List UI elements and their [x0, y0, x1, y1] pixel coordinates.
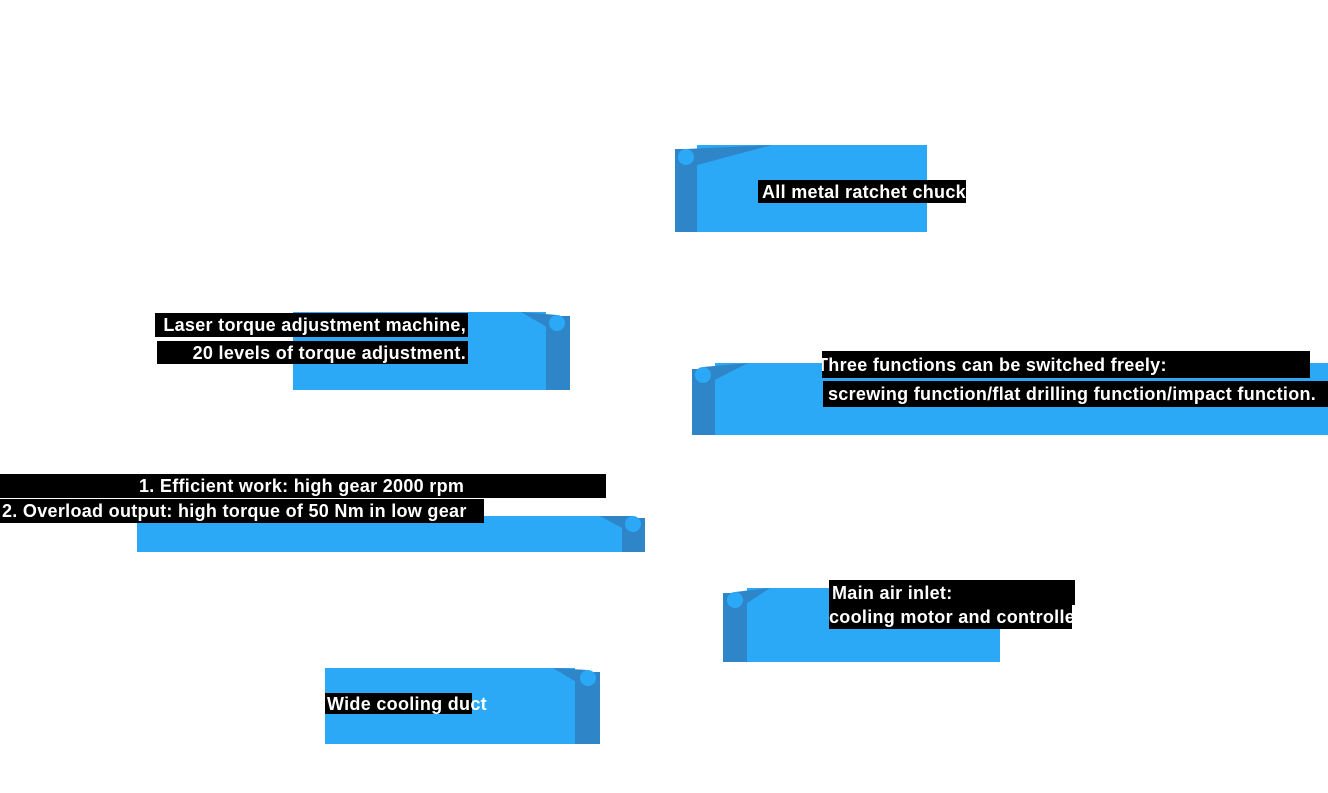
anchor-dot-icon	[549, 315, 565, 331]
label-text: cooling motor and controller	[829, 607, 1072, 627]
label-text: 20 levels of torque adjustment.	[192, 342, 466, 363]
label-strip-three-functions-line1: Three functions can be switched freely:	[822, 351, 1310, 378]
accent-bar	[692, 369, 715, 435]
label-text: 1. Efficient work: high gear 2000 rpm	[139, 476, 465, 496]
anchor-dot-icon	[625, 516, 641, 532]
label-text: Main air inlet:	[832, 582, 953, 603]
label-strip-gear-performance-line2: 2. Overload output: high torque of 50 Nm…	[0, 499, 484, 523]
label-text: Wide cooling duct	[327, 693, 487, 714]
anchor-dot-icon	[727, 592, 743, 608]
label-strip-all-metal-ratchet-chuck: All metal ratchet chuck	[758, 180, 966, 203]
accent-bar	[675, 149, 697, 232]
label-strip-three-functions-line2: screwing function/flat drilling function…	[823, 381, 1328, 407]
label-strip-main-air-inlet-line1: Main air inlet:	[829, 580, 1075, 605]
label-text: screwing function/flat drilling function…	[828, 384, 1317, 404]
anchor-dot-icon	[580, 670, 596, 686]
label-text: Three functions can be switched freely:	[822, 354, 1167, 375]
label-text: Laser torque adjustment machine,	[163, 315, 466, 335]
callout-panel-wide-cooling-duct	[325, 668, 600, 744]
label-strip-laser-torque-line2: 20 levels of torque adjustment.	[157, 341, 468, 364]
anchor-dot-icon	[695, 367, 711, 383]
corner-fold	[686, 145, 772, 168]
label-strip-gear-performance-line1: 1. Efficient work: high gear 2000 rpm	[0, 474, 606, 498]
anchor-dot-icon	[678, 149, 694, 165]
label-strip-laser-torque-line1: Laser torque adjustment machine,	[155, 313, 468, 337]
label-strip-main-air-inlet-line2: cooling motor and controller	[829, 605, 1072, 629]
label-strip-wide-cooling-duct: Wide cooling duct	[325, 693, 487, 714]
label-text: All metal ratchet chuck	[762, 181, 966, 202]
label-text: 2. Overload output: high torque of 50 Nm…	[2, 501, 467, 521]
